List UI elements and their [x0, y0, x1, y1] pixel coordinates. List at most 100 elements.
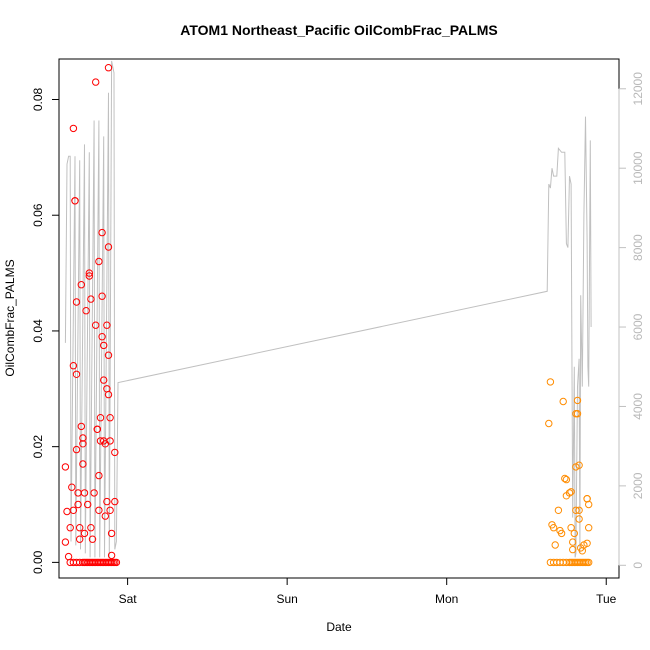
data-point-red	[87, 524, 95, 532]
data-point-red	[85, 272, 94, 280]
x-tick-label: Tue	[596, 592, 617, 606]
chart-title: ATOM1 Northeast_Pacific OilCombFrac_PALM…	[180, 22, 497, 38]
data-point-orange	[546, 378, 555, 386]
data-point-orange	[572, 506, 580, 514]
data-point-red	[79, 434, 87, 442]
data-point-red	[76, 524, 84, 532]
data-point-red	[61, 463, 70, 471]
data-point-red	[82, 307, 90, 315]
y-tick-label: 0.04	[31, 319, 45, 343]
data-point-red	[101, 512, 110, 520]
data-point-red	[66, 524, 74, 532]
y-tick-label: 0.06	[31, 203, 45, 227]
data-point-red	[100, 341, 108, 350]
data-point-red	[104, 243, 113, 251]
data-point-orange	[575, 515, 583, 523]
x-axis-label: Date	[326, 620, 352, 634]
data-point-orange	[561, 474, 569, 483]
data-point-orange	[565, 489, 574, 497]
data-point-red	[63, 507, 71, 516]
data-point-red	[106, 506, 114, 514]
y-axis-left: 0.00 0.02 0.04 0.06 0.08	[31, 87, 60, 574]
data-point-orange	[575, 506, 583, 514]
data-point-red	[69, 362, 78, 370]
y2-tick-label: 4000	[631, 393, 645, 420]
data-point-red	[93, 425, 102, 433]
data-point-orange	[545, 419, 553, 428]
y-axis-label: OilCombFrac_PALMS	[3, 259, 17, 376]
data-point-orange	[562, 475, 571, 484]
data-point-red	[95, 506, 103, 514]
data-point-orange	[567, 488, 575, 496]
data-point-orange	[559, 397, 567, 406]
data-point-orange	[585, 500, 593, 509]
data-point-red	[106, 414, 114, 422]
y2-tick-label: 6000	[631, 313, 645, 340]
data-point-orange	[557, 529, 566, 538]
y2-tick-label: 8000	[631, 234, 645, 261]
data-point-orange	[573, 396, 582, 405]
data-point-red	[103, 497, 111, 506]
data-point-red	[106, 437, 114, 445]
data-point-orange	[549, 524, 558, 532]
data-point-red	[61, 538, 70, 546]
data-point-red	[87, 295, 95, 303]
data-point-orange	[570, 529, 578, 538]
data-point-red	[77, 281, 86, 289]
data-point-red	[111, 497, 119, 506]
data-point-red	[72, 445, 81, 454]
data-point-red	[69, 124, 78, 133]
data-point-orange	[585, 524, 593, 532]
data-point-orange	[575, 461, 583, 469]
data-point-red	[74, 500, 82, 509]
data-point-red	[72, 370, 81, 378]
y2-tick-label: 12000	[631, 72, 645, 106]
data-point-red	[104, 64, 113, 72]
data-point-red	[96, 414, 105, 422]
y-axis-right: 0 2000 4000 6000 8000 10000 12000	[618, 72, 645, 569]
y2-tick-label: 0	[631, 562, 645, 569]
data-point-red	[90, 489, 98, 497]
data-point-orange	[569, 538, 577, 546]
points-layer	[61, 64, 593, 567]
y2-tick-label: 2000	[631, 472, 645, 499]
data-point-red	[98, 333, 106, 341]
data-point-red	[107, 551, 116, 560]
data-point-red	[98, 292, 106, 300]
altitude-line-layer	[64, 60, 592, 558]
x-tick-label: Sun	[276, 592, 297, 606]
data-point-red	[88, 535, 97, 543]
data-point-red	[112, 558, 121, 567]
data-point-red	[85, 269, 94, 277]
data-point-red	[76, 535, 84, 543]
data-point-red	[103, 321, 111, 329]
altitude-line	[64, 60, 592, 558]
data-point-orange	[554, 506, 563, 514]
y-tick-label: 0.02	[31, 435, 45, 459]
data-point-red	[68, 483, 76, 491]
y-tick-label: 0.08	[31, 87, 45, 111]
data-point-red	[77, 422, 86, 431]
data-point-red	[79, 440, 87, 448]
data-point-orange	[583, 539, 591, 547]
data-point-orange	[569, 545, 577, 554]
data-point-red	[100, 376, 108, 384]
data-point-red	[80, 489, 89, 497]
data-point-red	[92, 78, 100, 86]
data-point-orange	[573, 410, 582, 418]
data-point-red	[111, 448, 119, 457]
data-point-red	[72, 298, 81, 306]
data-point-red	[104, 351, 113, 359]
y-tick-label: 0.00	[31, 550, 45, 574]
data-point-orange	[567, 524, 575, 532]
data-point-orange	[585, 558, 593, 567]
x-tick-label: Sat	[119, 592, 138, 606]
data-point-orange	[551, 541, 559, 549]
data-point-red	[80, 529, 89, 538]
data-point-red	[69, 506, 78, 514]
plot-frame	[58, 58, 620, 579]
x-axis: Sat Sun Mon Tue	[119, 577, 617, 606]
data-point-red	[95, 471, 103, 480]
x-tick-label: Mon	[435, 592, 458, 606]
